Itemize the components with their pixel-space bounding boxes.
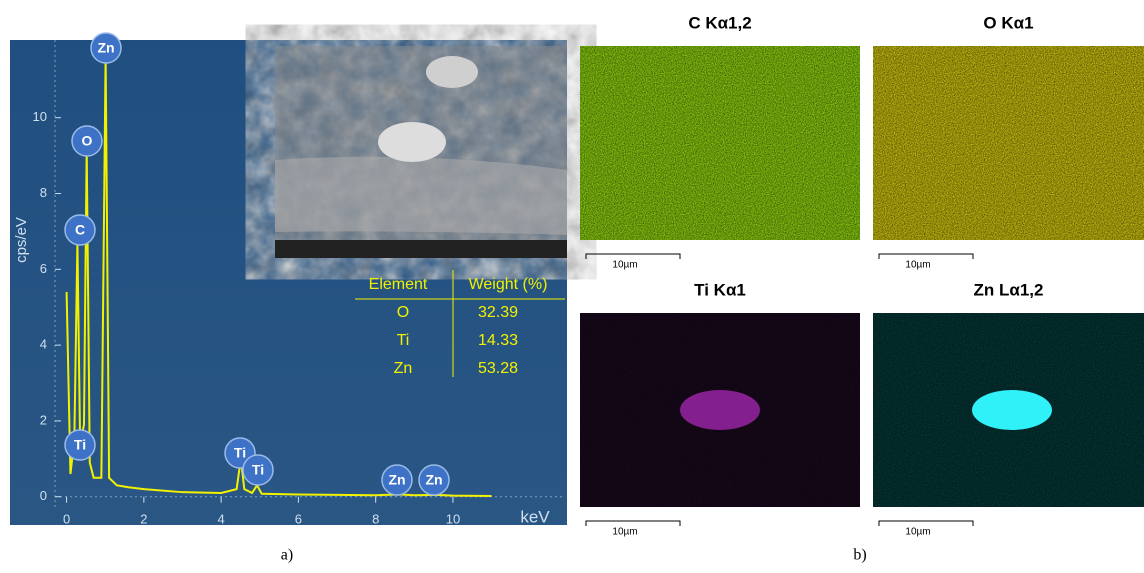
scale-bar [586, 254, 680, 259]
peak-label: Zn [388, 472, 405, 488]
scale-label: 10µm [612, 527, 637, 538]
x-tick-label: 6 [295, 511, 302, 526]
scale-label: 10µm [612, 260, 637, 271]
map-title: C Kα1,2 [688, 13, 751, 32]
y-tick-label: 2 [40, 412, 47, 427]
map-feature [972, 390, 1052, 430]
peak-label: Zn [425, 472, 442, 488]
caption: b) [853, 547, 866, 564]
map-title: Ti Kα1 [694, 280, 746, 299]
x-tick-label: 10 [446, 511, 460, 526]
x-tick-label: 0 [63, 511, 70, 526]
x-tick-label: 8 [372, 511, 379, 526]
peak-label: O [82, 133, 93, 149]
scale-label: 10µm [905, 527, 930, 538]
table-header: Weight (%) [469, 276, 548, 293]
map-title: Zn Lα1,2 [974, 280, 1044, 299]
x-axis-label: keV [520, 507, 550, 526]
scale-bar [879, 521, 973, 526]
y-tick-label: 4 [40, 337, 47, 352]
table-cell: Ti [397, 332, 410, 349]
map-feature [680, 390, 760, 430]
sem-inset [275, 46, 567, 258]
y-tick-label: 10 [33, 109, 47, 124]
peak-label: Ti [74, 437, 86, 453]
y-tick-label: 6 [40, 261, 47, 276]
y-tick-label: 8 [40, 185, 47, 200]
table-cell: O [397, 304, 409, 321]
peak-label: Zn [97, 40, 114, 56]
scale-label: 10µm [905, 260, 930, 271]
peak-label: Ti [252, 462, 264, 478]
peak-label: Ti [234, 445, 246, 461]
table-cell: 32.39 [478, 304, 518, 321]
table-cell: Zn [394, 360, 413, 377]
map-noise [873, 46, 1144, 240]
scale-bar [586, 521, 680, 526]
map-noise [580, 46, 860, 240]
y-axis-label: cps/eV [13, 217, 30, 263]
table-header: Element [369, 276, 428, 293]
y-tick-label: 0 [40, 488, 47, 503]
x-tick-label: 4 [218, 511, 225, 526]
table-cell: 14.33 [478, 332, 518, 349]
peak-label: C [75, 222, 85, 238]
figure: a) b) 0 2 4 6 8 10 0 2 4 6 8 10 keV cps/eV Zn O C Ti Ti Ti Z… [0, 0, 1144, 568]
map-title: O Kα1 [983, 13, 1033, 32]
scale-bar [879, 254, 973, 259]
caption: a) [281, 547, 293, 564]
table-cell: 53.28 [478, 360, 518, 377]
x-tick-label: 2 [140, 511, 147, 526]
